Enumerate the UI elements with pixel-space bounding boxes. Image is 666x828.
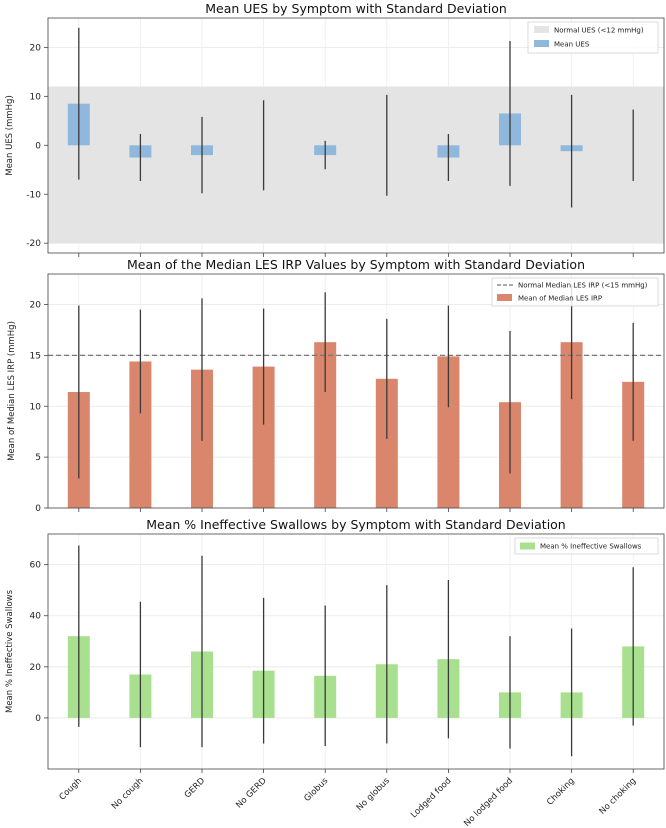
ues-legend-label-mean: Mean UES	[554, 41, 590, 49]
les-ytick-label-3: 15	[30, 351, 41, 361]
ues-legend: Normal UES (<12 mmHg) Mean UES	[527, 21, 659, 54]
swallows-panel: 0 20 40 60 Mean % Ineffective Swallows by S…	[5, 517, 665, 828]
ues-ytick-label-1: -10	[26, 190, 41, 200]
sw-plot-border	[47, 533, 665, 770]
ues-normal-band	[48, 86, 664, 244]
ues-legend-label-band: Normal UES (<12 mmHg)	[554, 27, 644, 35]
ues-y-axis-label: Mean UES (mmHg)	[5, 95, 15, 176]
x-tick-label-4: Globus	[302, 776, 330, 804]
sw-y-ticks: 0 20 40 60	[30, 561, 48, 724]
les-bar-9	[622, 381, 645, 508]
les-legend: Normal Median LES IRP (<15 mmHg) Mean of…	[491, 277, 659, 307]
les-legend-label-ref: Normal Median LES IRP (<15 mmHg)	[518, 282, 648, 290]
x-tick-label-7: No lodged food	[462, 776, 515, 828]
ues-ytick-label-4: 20	[30, 43, 42, 53]
ues-legend-box	[527, 21, 659, 54]
x-tick-label-2: GERD	[183, 776, 208, 801]
sw-chart-title: Mean % Ineffective Swallows by Symptom w…	[146, 517, 565, 532]
les-bar-5	[375, 378, 398, 508]
x-tick-label-6: Lodged food	[409, 776, 453, 820]
les-ytick-label-4: 20	[30, 301, 42, 311]
sw-y-axis-label: Mean % Ineffective Swallows	[5, 589, 15, 713]
les-ytick-label-0: 0	[35, 504, 41, 514]
x-tick-labels: Cough No cough GERD No GERD Globus No globus L…	[58, 776, 639, 828]
les-ytick-label-1: 5	[35, 453, 41, 463]
sw-ytick-label-0: 0	[35, 714, 41, 724]
les-y-axis-label: Mean of Median LES IRP (mmHg)	[7, 321, 17, 461]
sw-ytick-label-2: 40	[30, 612, 42, 622]
sw-legend-label-mean: Mean % Ineffective Swallows	[540, 543, 642, 551]
ues-chart-title: Mean UES by Symptom with Standard Deviat…	[205, 1, 507, 16]
ues-ytick-label-0: -20	[26, 239, 41, 249]
les-chart-title: Mean of the Median LES IRP Values by Sym…	[127, 257, 585, 272]
les-bar-1	[129, 361, 152, 508]
les-ytick-label-2: 10	[30, 402, 42, 412]
les-y-ticks: 0 5 10 15 20	[30, 301, 48, 514]
les-bar-3	[252, 366, 275, 508]
les-irp-panel: 0 5 10 15 20 Mean of the Median LES IRP Valu…	[7, 257, 665, 514]
sw-legend-box	[514, 537, 659, 555]
les-bar-8	[560, 342, 583, 508]
x-tick-label-3: No GERD	[234, 776, 269, 811]
les-bars	[67, 342, 645, 512]
sw-legend-swatch-mean	[520, 542, 535, 550]
x-tick-label-1: No cough	[110, 776, 146, 812]
sw-ytick-label-3: 60	[30, 561, 42, 571]
ues-error-bars	[78, 27, 634, 208]
x-tick-label-5: No globus	[355, 776, 392, 813]
ues-plot-border	[47, 17, 665, 254]
les-legend-label-mean: Mean of Median LES IRP	[518, 295, 602, 303]
les-plot-border	[47, 273, 665, 509]
x-tick-label-0: Cough	[58, 776, 84, 802]
ues-ytick-label-3: 10	[30, 92, 42, 102]
x-tick-label-8: Choking	[545, 776, 577, 808]
sw-legend: Mean % Ineffective Swallows	[514, 537, 659, 555]
x-tick-label-9: No choking	[598, 776, 639, 817]
ues-legend-swatch-mean	[534, 40, 549, 47]
ues-ytick-label-2: 0	[35, 141, 41, 151]
ues-panel: -20 -10 0 10 20 Mean UES by Symptom with Sta…	[5, 1, 665, 257]
les-error-bars	[78, 285, 634, 479]
les-bar-4	[314, 342, 337, 508]
sw-plot-frame	[48, 534, 664, 769]
sw-error-bars	[78, 545, 634, 757]
ues-y-ticks: -20 -10 0 10 20	[26, 43, 48, 249]
les-legend-swatch-mean	[497, 294, 512, 301]
ues-legend-swatch-band	[534, 26, 549, 33]
les-legend-box	[491, 277, 659, 307]
sw-ytick-label-1: 20	[30, 663, 42, 673]
les-bar-6	[437, 356, 460, 508]
